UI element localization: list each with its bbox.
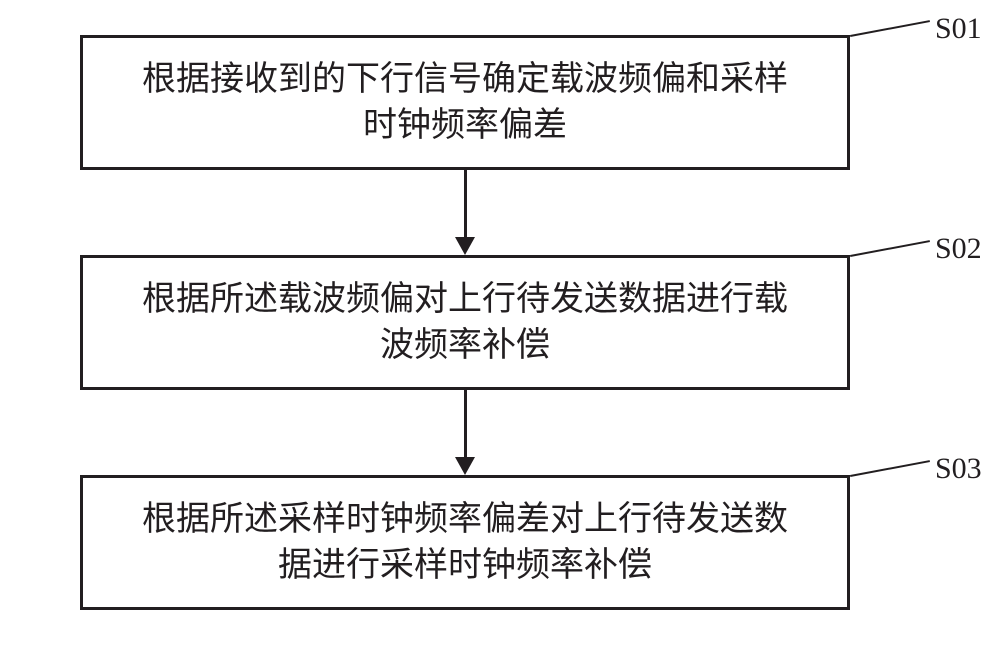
arrow-head-1	[455, 237, 475, 255]
step-label-2: S02	[935, 232, 982, 266]
step-text-line2: 时钟频率偏差	[142, 103, 788, 149]
step-box-2: 根据所述载波频偏对上行待发送数据进行载波频率补偿	[80, 255, 850, 390]
callout-line-2	[850, 240, 930, 257]
arrow-line-1	[464, 170, 467, 237]
arrow-line-2	[464, 390, 467, 457]
step-box-3: 根据所述采样时钟频率偏差对上行待发送数据进行采样时钟频率补偿	[80, 475, 850, 610]
callout-line-3	[850, 460, 930, 477]
step-label-3: S03	[935, 452, 982, 486]
step-label-1: S01	[935, 12, 982, 46]
step-text-line1: 根据接收到的下行信号确定载波频偏和采样	[142, 57, 788, 103]
callout-line-1	[850, 20, 930, 37]
step-text-line1: 根据所述采样时钟频率偏差对上行待发送数	[142, 497, 788, 543]
step-text-line2: 波频率补偿	[142, 323, 788, 369]
step-box-1: 根据接收到的下行信号确定载波频偏和采样时钟频率偏差	[80, 35, 850, 170]
arrow-head-2	[455, 457, 475, 475]
step-text-line2: 据进行采样时钟频率补偿	[142, 543, 788, 589]
flowchart-canvas: 根据接收到的下行信号确定载波频偏和采样时钟频率偏差 S01 根据所述载波频偏对上行待…	[0, 0, 1000, 656]
step-text-line1: 根据所述载波频偏对上行待发送数据进行载	[142, 277, 788, 323]
